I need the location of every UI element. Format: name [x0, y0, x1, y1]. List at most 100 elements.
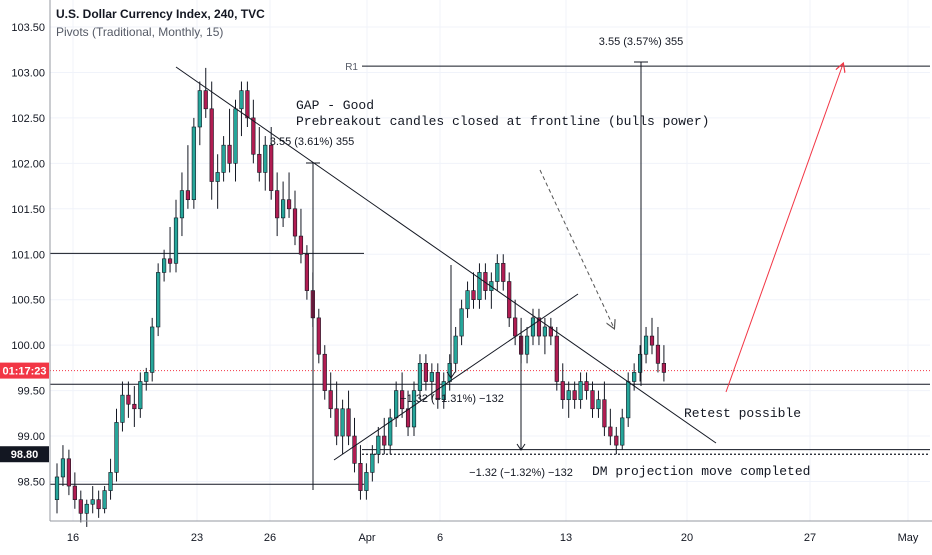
- candle-body: [60, 458, 66, 478]
- indicator-label: Pivots (Traditional, Monthly, 15): [56, 25, 224, 39]
- measure-label: 3.55 (3.57%) 355: [599, 36, 683, 48]
- candles-layer: [54, 67, 666, 527]
- candle-bear: [269, 126, 274, 200]
- candle-body: [96, 499, 101, 510]
- candle-bull: [239, 81, 244, 137]
- candle-bull: [394, 381, 399, 427]
- candle-bull: [173, 199, 179, 273]
- measure-label: 3.55 (3.61%) 355: [270, 136, 354, 148]
- candle-body: [459, 308, 464, 337]
- candle-body: [251, 117, 256, 155]
- candle-bull: [578, 372, 583, 409]
- candle-bear: [399, 372, 405, 418]
- candle-bear: [185, 145, 191, 209]
- candle-body: [132, 403, 137, 410]
- candle-bull: [620, 408, 625, 450]
- candle-bear: [358, 445, 363, 500]
- candle-body: [501, 263, 506, 282]
- candle-bull: [417, 354, 423, 400]
- candle-body: [233, 108, 238, 164]
- candle-body: [554, 335, 559, 382]
- candle-body: [66, 458, 71, 487]
- candle-body: [221, 144, 226, 173]
- candle-bear: [96, 490, 101, 518]
- candle-body: [578, 381, 583, 400]
- candle-bull: [233, 99, 238, 182]
- x-tick-label: 23: [191, 532, 203, 544]
- candle-body: [162, 258, 167, 273]
- candle-bull: [90, 486, 95, 514]
- candle-body: [292, 208, 298, 237]
- candle-bear: [304, 245, 310, 300]
- candle-bear: [548, 317, 553, 346]
- candle-body: [340, 408, 345, 437]
- candle-body: [405, 408, 411, 428]
- candle-bull: [477, 263, 482, 309]
- candle-body: [364, 472, 369, 491]
- y-tick-label: 98.50: [17, 477, 45, 489]
- candle-body: [352, 435, 357, 464]
- candle-bear: [346, 390, 351, 446]
- candle-body: [322, 353, 327, 391]
- candle-bull: [376, 426, 381, 464]
- candle-body: [423, 363, 429, 382]
- candle-bear: [334, 381, 339, 446]
- candle-bull: [465, 281, 470, 318]
- candle-body: [54, 476, 60, 500]
- candle-body: [661, 363, 666, 373]
- candle-body: [358, 463, 363, 491]
- candle-body: [286, 199, 292, 210]
- candle-body: [608, 426, 613, 437]
- candle-body: [78, 499, 83, 514]
- candle-bear: [292, 190, 298, 246]
- x-tick-label: 20: [681, 532, 693, 544]
- candle-body: [209, 108, 214, 182]
- candle-bull: [596, 390, 601, 418]
- x-tick-label: May: [898, 532, 919, 544]
- candle-bull: [191, 117, 196, 209]
- candle-bull: [150, 317, 155, 382]
- candle-bear: [655, 326, 661, 373]
- drawings-layer: [175, 61, 843, 490]
- candle-bear: [322, 345, 327, 400]
- candle-body: [370, 453, 375, 473]
- candle-body: [471, 290, 476, 300]
- candle-bear: [513, 299, 518, 346]
- candle-body: [495, 263, 500, 282]
- candle-body: [560, 381, 565, 400]
- x-tick-label: 16: [67, 532, 79, 544]
- candle-body: [328, 390, 333, 410]
- note-label: Prebreakout candles closed at frontline …: [296, 114, 709, 129]
- candle-body: [649, 335, 655, 346]
- y-tick-label: 103.50: [11, 22, 45, 34]
- candle-body: [197, 90, 202, 128]
- y-tick-label: 101.50: [11, 204, 45, 216]
- candle-bear: [275, 172, 280, 237]
- candle-bull: [108, 458, 113, 500]
- candle-body: [453, 335, 458, 364]
- y-tick-label: 103.00: [11, 67, 45, 79]
- candle-body: [614, 435, 619, 446]
- candle-bear: [405, 390, 411, 437]
- candle-body: [304, 253, 310, 291]
- drop-arrowhead: [446, 371, 456, 379]
- y-tick-label: 99.00: [17, 431, 45, 443]
- dashed-arrow: [539, 169, 614, 328]
- candle-body: [114, 422, 119, 473]
- candle-body: [596, 399, 601, 410]
- candle-bear: [572, 381, 577, 409]
- candle-bull: [179, 172, 185, 237]
- descending-trendline: [175, 66, 717, 444]
- candle-bull: [441, 372, 446, 409]
- x-tick-label: 6: [437, 532, 443, 544]
- candle-bull: [643, 326, 649, 364]
- x-tick-label: 13: [560, 532, 572, 544]
- candle-body: [298, 235, 304, 255]
- candle-bull: [388, 408, 393, 455]
- candle-bear: [536, 308, 542, 346]
- candle-body: [542, 326, 547, 337]
- candle-body: [411, 390, 417, 428]
- candle-bull: [637, 345, 643, 382]
- candle-body: [269, 144, 274, 191]
